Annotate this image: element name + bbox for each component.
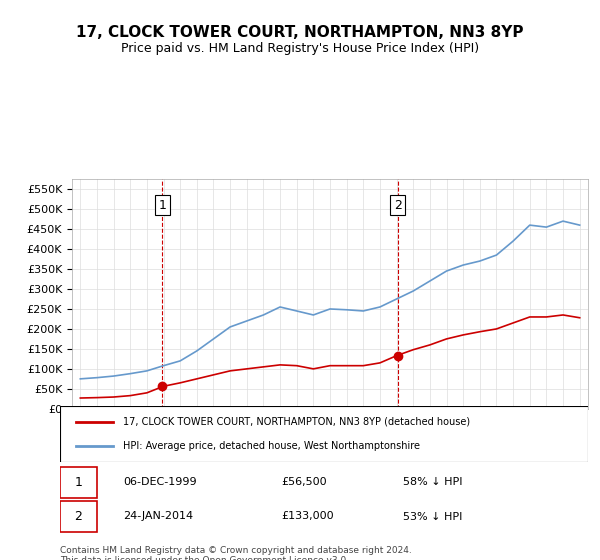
Text: 06-DEC-1999: 06-DEC-1999 — [124, 477, 197, 487]
Text: 1: 1 — [74, 476, 82, 489]
Text: 2: 2 — [74, 510, 82, 523]
Text: 2: 2 — [394, 199, 401, 212]
Text: £56,500: £56,500 — [282, 477, 328, 487]
Text: 53% ↓ HPI: 53% ↓ HPI — [403, 511, 463, 521]
Text: 24-JAN-2014: 24-JAN-2014 — [124, 511, 193, 521]
Text: HPI: Average price, detached house, West Northamptonshire: HPI: Average price, detached house, West… — [124, 441, 421, 451]
Text: £133,000: £133,000 — [282, 511, 334, 521]
Text: 17, CLOCK TOWER COURT, NORTHAMPTON, NN3 8YP: 17, CLOCK TOWER COURT, NORTHAMPTON, NN3 … — [76, 25, 524, 40]
Text: 1: 1 — [158, 199, 166, 212]
Text: 58% ↓ HPI: 58% ↓ HPI — [403, 477, 463, 487]
FancyBboxPatch shape — [60, 467, 97, 498]
Text: Price paid vs. HM Land Registry's House Price Index (HPI): Price paid vs. HM Land Registry's House … — [121, 42, 479, 55]
Text: 17, CLOCK TOWER COURT, NORTHAMPTON, NN3 8YP (detached house): 17, CLOCK TOWER COURT, NORTHAMPTON, NN3 … — [124, 417, 470, 427]
FancyBboxPatch shape — [60, 501, 97, 532]
Text: Contains HM Land Registry data © Crown copyright and database right 2024.
This d: Contains HM Land Registry data © Crown c… — [60, 546, 412, 560]
FancyBboxPatch shape — [60, 406, 588, 462]
